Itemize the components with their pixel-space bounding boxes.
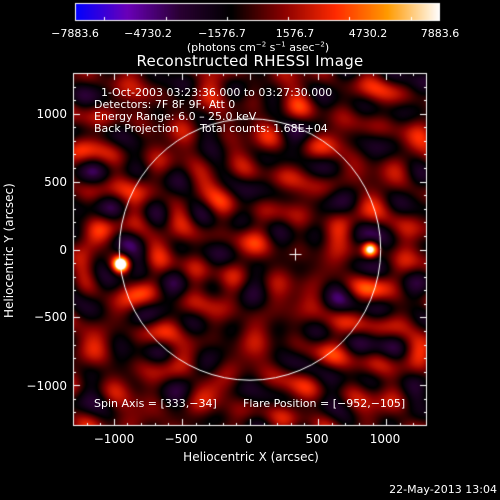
method-label: Back Projection (94, 122, 179, 135)
colorbar-tick: −7883.6 (51, 27, 99, 40)
x-tick-label: 0 (245, 432, 253, 446)
y-tick-label: −1000 (26, 379, 67, 393)
x-tick-label: −1000 (93, 432, 135, 446)
energy-range-label: Energy Range: 6.0 – 25.0 keV (94, 110, 257, 123)
colorbar-units: (photons cm−2 s−1 asec−2) (186, 40, 330, 54)
x-tick-label: 500 (305, 432, 329, 446)
y-tick-label: −500 (34, 310, 67, 324)
timestamp: 22‑May‑2013 13:04 (389, 483, 497, 496)
time-range-label: 1‑Oct‑2003 03:23:36.000 to 03:27:30.000 (101, 86, 333, 99)
x-axis-title: Heliocentric X (arcsec) (183, 450, 319, 464)
colorbar-tick: 4730.2 (348, 27, 388, 40)
total-counts-label: Total counts: 1.68E+04 (200, 122, 328, 135)
y-tick-label: 1000 (36, 107, 67, 121)
x-tick-label: 1000 (369, 432, 401, 446)
colorbar-tick: 1576.7 (275, 27, 315, 40)
detectors-label: Detectors: 7F 8F 9F, Att 0 (94, 98, 236, 111)
colorbar-tick: −1576.7 (198, 27, 246, 40)
y-axis-title: Heliocentric Y (arcsec) (2, 183, 16, 318)
colorbar-tick: 7883.6 (420, 27, 460, 40)
x-tick-label: −500 (164, 432, 198, 446)
spin-axis-label: Spin Axis = [333,−34] (94, 397, 217, 410)
flare-position-label: Flare Position = [−952,−105] (243, 397, 406, 410)
y-tick-label: 500 (44, 175, 67, 189)
y-tick-label: 0 (59, 243, 67, 257)
colorbar-tick: −4730.2 (124, 27, 172, 40)
plot-title: Reconstructed RHESSI Image (136, 52, 364, 70)
